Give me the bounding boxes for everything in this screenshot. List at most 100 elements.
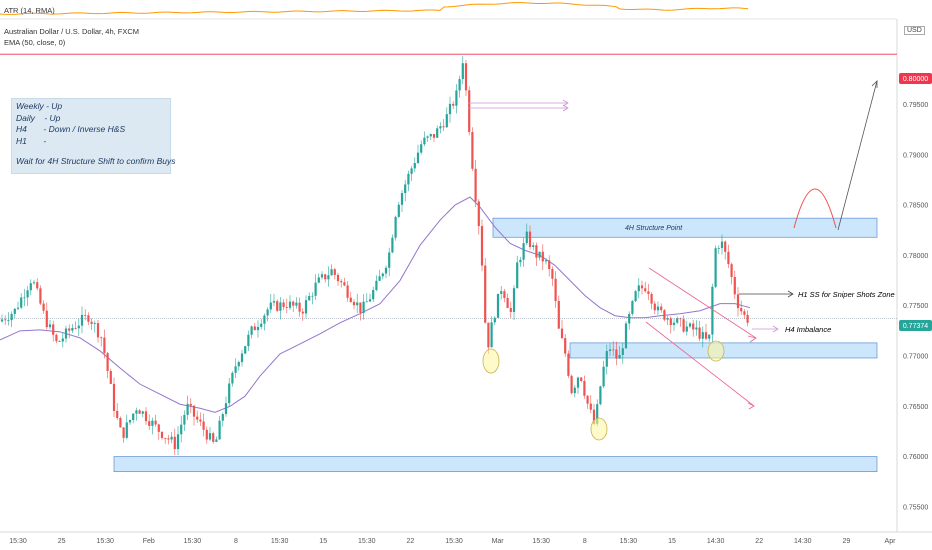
candle-body — [461, 63, 464, 80]
candle-body — [474, 168, 477, 202]
candle-body — [372, 290, 375, 300]
candle-body — [80, 314, 84, 326]
highlight-marker-1[interactable] — [482, 348, 500, 374]
purple-arrowhead-2 — [562, 104, 569, 112]
time-tick-label: Feb — [143, 538, 155, 545]
candle-body — [212, 433, 215, 442]
candle-body — [656, 306, 660, 311]
candle-body — [471, 131, 474, 169]
candle-body — [487, 322, 490, 348]
note-weekly: Weekly - Up — [16, 101, 63, 111]
candle-body — [634, 291, 637, 302]
candle-body — [157, 424, 160, 432]
candle-body — [29, 283, 32, 291]
candle-body — [429, 134, 432, 137]
candle-body — [295, 302, 298, 306]
candle-body — [106, 353, 109, 371]
time-tick-label: 15:30 — [445, 538, 463, 545]
candle-body — [288, 301, 292, 308]
candle-body — [567, 353, 570, 376]
price-axis[interactable]: 0.75500 0.76000 0.76500 0.77000 0.77500 0.780… — [903, 102, 928, 511]
analysis-note-box[interactable]: Weekly - Up Daily - Up H4 - Down / Inver… — [11, 98, 176, 174]
candle-body — [628, 313, 631, 324]
candle-body — [525, 231, 528, 244]
candle-body — [368, 299, 372, 302]
highlight-marker-3[interactable] — [707, 340, 725, 362]
candles-layer — [0, 56, 749, 456]
candle-body — [359, 302, 362, 313]
candle-body — [608, 349, 612, 352]
time-axis[interactable]: 15:30 25 15:30 Feb 15:30 8 15:30 15 15:30 22 15:30… — [9, 538, 896, 545]
candle-body — [23, 297, 26, 299]
candle-body — [736, 294, 740, 309]
candle-body — [208, 433, 212, 440]
candle-body — [276, 301, 279, 311]
candle-body — [509, 307, 512, 312]
candle-body — [410, 168, 413, 174]
candle-body — [119, 417, 122, 428]
candle-body — [640, 285, 644, 289]
candle-body — [272, 301, 276, 303]
symbol-title[interactable]: Australian Dollar / U.S. Dollar, 4h, FXC… — [4, 27, 140, 36]
candle-body — [621, 348, 624, 355]
candle-body — [605, 351, 608, 367]
ema-legend[interactable]: EMA (50, close, 0) — [4, 38, 66, 47]
price-tick-label: 0.77500 — [903, 303, 928, 310]
candle-body — [292, 301, 295, 306]
candle-body — [544, 260, 548, 262]
projection-arrow-line[interactable] — [837, 80, 878, 231]
candle-body — [455, 90, 458, 106]
price-tick-label: 0.77000 — [903, 353, 928, 360]
time-tick-label: 15:30 — [532, 538, 550, 545]
candle-body — [39, 288, 42, 304]
note-daily: Daily - Up — [16, 112, 61, 123]
candle-body — [442, 126, 445, 128]
time-tick-label: 15 — [668, 538, 676, 545]
candle-body — [436, 128, 439, 138]
candle-body — [186, 403, 189, 415]
candle-body — [589, 403, 592, 410]
candle-body — [170, 436, 173, 440]
channel-upper-arrowhead — [747, 335, 757, 343]
candle-body — [682, 319, 685, 332]
zone-rect — [113, 456, 878, 472]
candle-body — [631, 301, 634, 314]
time-tick-label: Apr — [885, 538, 897, 545]
time-tick-label: 14:30 — [707, 538, 725, 545]
time-tick-label: 15:30 — [271, 538, 289, 545]
drawings-layer[interactable]: H1 SS for Sniper Shots Zone H4 Imbalance — [468, 80, 895, 441]
candle-body — [432, 134, 436, 138]
candle-body — [701, 332, 704, 339]
current-price-text: 0.77374 — [903, 323, 928, 330]
time-tick-label: 15:30 — [620, 538, 638, 545]
currency-button[interactable]: USD — [904, 26, 925, 35]
candle-body — [298, 302, 301, 312]
candle-body — [141, 411, 144, 414]
candle-body — [205, 429, 208, 440]
candle-body — [71, 327, 74, 331]
candle-body — [647, 291, 650, 295]
candle-body — [327, 275, 330, 280]
candle-body — [688, 323, 692, 327]
channel-upper-line[interactable] — [648, 267, 757, 339]
candle-body — [560, 328, 564, 339]
candle-body — [503, 291, 506, 299]
highlight-marker-2[interactable] — [590, 417, 608, 441]
candle-body — [653, 303, 656, 311]
time-tick-label: 22 — [755, 538, 763, 545]
candle-body — [404, 184, 407, 194]
channel-lower-line[interactable] — [645, 321, 755, 407]
projection-arc[interactable] — [793, 188, 837, 229]
price-tick-label: 0.75500 — [903, 504, 928, 511]
candle-body — [263, 315, 266, 324]
zone-label: 4H Structure Point — [625, 225, 683, 232]
candle-body — [660, 306, 663, 311]
candle-body — [93, 323, 96, 324]
imbalance-label: H4 Imbalance — [785, 325, 831, 334]
time-tick-label: 8 — [583, 538, 587, 545]
atr-indicator-label[interactable]: ATR (14, RMA) — [4, 6, 55, 15]
candle-body — [445, 114, 448, 128]
candle-body — [4, 319, 7, 321]
candle-body — [685, 326, 688, 332]
